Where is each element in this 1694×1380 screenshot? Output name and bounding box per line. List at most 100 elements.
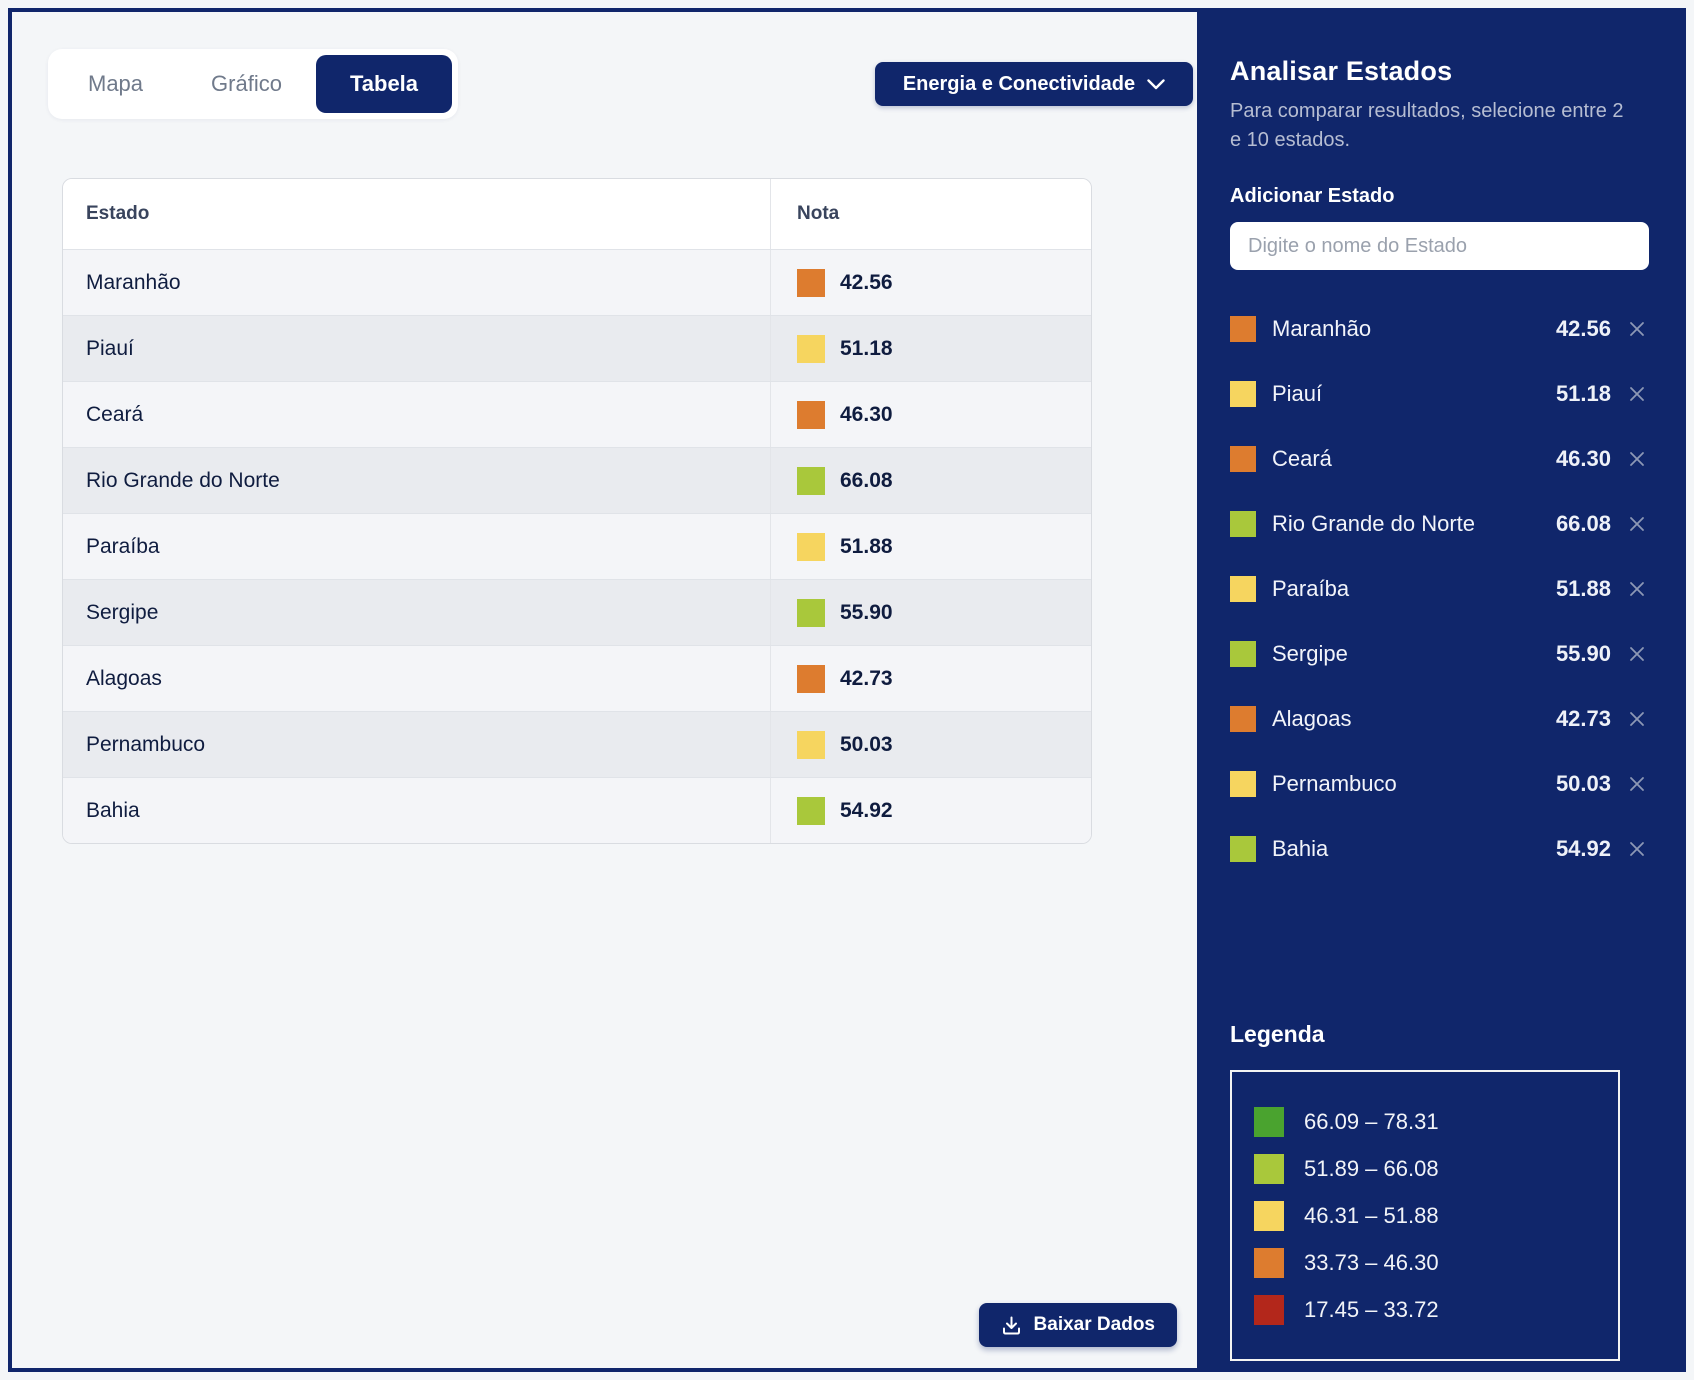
remove-state-button[interactable]	[1625, 512, 1649, 536]
nota-color-swatch	[797, 796, 825, 825]
state-name: Sergipe	[1272, 640, 1348, 666]
state-name: Alagoas	[1272, 705, 1352, 731]
remove-state-button[interactable]	[1625, 447, 1649, 471]
legend-color-swatch	[1254, 1153, 1284, 1184]
state-name: Ceará	[1272, 445, 1332, 471]
table-row: Bahia 54.92	[63, 777, 1091, 843]
indicator-dropdown[interactable]: Energia e Conectividade	[875, 62, 1193, 106]
close-icon	[1630, 776, 1644, 791]
selected-state-item: Sergipe 55.90	[1230, 621, 1649, 686]
nota-color-swatch	[797, 664, 825, 693]
nota-value: 54.92	[840, 798, 893, 822]
download-button-label: Baixar Dados	[1033, 1314, 1155, 1335]
legend-section: Legenda 66.09 – 78.31 51.89 – 66.08 46.3…	[1230, 1021, 1649, 1361]
state-value: 51.18	[1555, 380, 1611, 406]
legend-title: Legenda	[1230, 1021, 1325, 1047]
close-icon	[1630, 646, 1644, 661]
tab-mapa[interactable]: Mapa	[54, 55, 177, 113]
state-name: Piauí	[1272, 380, 1323, 406]
nota-value: 42.73	[840, 666, 893, 690]
state-value: 42.56	[1555, 315, 1611, 341]
state-name: Pernambuco	[1272, 770, 1397, 796]
view-switcher: Mapa Gráfico Tabela	[48, 49, 459, 119]
indicator-dropdown-label: Energia e Conectividade	[902, 72, 1136, 95]
nota-cell: 50.03	[770, 712, 1091, 777]
tab-grafico[interactable]: Gráfico	[177, 55, 316, 113]
legend-color-swatch	[1254, 1294, 1284, 1325]
nota-color-swatch	[797, 730, 825, 759]
nota-cell: 42.56	[770, 250, 1091, 315]
column-header-nota: Nota	[770, 179, 1091, 249]
nota-value: 51.18	[840, 336, 893, 360]
close-icon	[1630, 711, 1644, 726]
close-icon	[1630, 451, 1644, 466]
estado-cell: Alagoas	[86, 666, 162, 690]
remove-state-button[interactable]	[1625, 642, 1649, 666]
state-name: Rio Grande do Norte	[1272, 510, 1475, 536]
table-row: Piauí 51.18	[63, 315, 1091, 381]
state-color-swatch	[1230, 315, 1256, 342]
nota-value: 55.90	[840, 600, 893, 624]
remove-state-button[interactable]	[1625, 772, 1649, 796]
legend-range-label: 33.73 – 46.30	[1304, 1249, 1439, 1275]
nota-value: 46.30	[840, 402, 893, 426]
estado-cell: Pernambuco	[86, 732, 206, 756]
nota-cell: 54.92	[770, 778, 1091, 843]
state-search-input[interactable]	[1230, 222, 1649, 270]
legend-color-swatch	[1254, 1200, 1284, 1231]
estado-cell: Paraíba	[86, 534, 160, 558]
nota-cell: 66.08	[770, 448, 1091, 513]
tab-tabela[interactable]: Tabela	[315, 55, 453, 113]
estado-cell: Sergipe	[86, 600, 159, 624]
chevron-down-icon	[1147, 78, 1165, 89]
state-value: 51.88	[1555, 575, 1611, 601]
nota-color-swatch	[797, 268, 825, 297]
legend-item: 17.45 – 33.72	[1254, 1286, 1618, 1333]
remove-state-button[interactable]	[1625, 837, 1649, 861]
column-header-estado: Estado	[86, 203, 150, 224]
download-data-button[interactable]: Baixar Dados	[978, 1303, 1177, 1347]
selected-state-item: Paraíba 51.88	[1230, 556, 1649, 621]
selected-state-item: Maranhão 42.56	[1230, 296, 1649, 361]
legend-range-label: 46.31 – 51.88	[1304, 1202, 1439, 1228]
table-header-row: Estado Nota	[63, 179, 1091, 249]
add-state-label: Adicionar Estado	[1230, 185, 1395, 207]
close-icon	[1630, 581, 1644, 596]
legend-item: 33.73 – 46.30	[1254, 1239, 1618, 1286]
remove-state-button[interactable]	[1625, 577, 1649, 601]
state-value: 55.90	[1555, 640, 1611, 666]
nota-cell: 51.88	[770, 514, 1091, 579]
remove-state-button[interactable]	[1625, 707, 1649, 731]
table-body: Maranhão 42.56 Piauí 51.18 Ceará 46.30 R…	[63, 249, 1091, 843]
table-row: Alagoas 42.73	[63, 645, 1091, 711]
legend-range-label: 17.45 – 33.72	[1304, 1296, 1439, 1322]
nota-cell: 55.90	[770, 580, 1091, 645]
nota-color-swatch	[797, 532, 825, 561]
selected-state-item: Rio Grande do Norte 66.08	[1230, 491, 1649, 556]
close-icon	[1630, 516, 1644, 531]
selected-state-item: Ceará 46.30	[1230, 426, 1649, 491]
app-frame: Mapa Gráfico Tabela Energia e Conectividad…	[8, 8, 1686, 1372]
legend: 66.09 – 78.31 51.89 – 66.08 46.31 – 51.8…	[1230, 1070, 1620, 1361]
estado-cell: Bahia	[86, 798, 140, 822]
state-name: Paraíba	[1272, 575, 1350, 601]
nota-cell: 51.18	[770, 316, 1091, 381]
nota-value: 66.08	[840, 468, 893, 492]
download-icon	[1002, 1316, 1020, 1334]
state-value: 54.92	[1555, 835, 1611, 861]
remove-state-button[interactable]	[1625, 317, 1649, 341]
state-value: 66.08	[1555, 510, 1611, 536]
table-row: Rio Grande do Norte 66.08	[63, 447, 1091, 513]
state-value: 46.30	[1555, 445, 1611, 471]
legend-item: 66.09 – 78.31	[1254, 1098, 1618, 1145]
nota-color-swatch	[797, 598, 825, 627]
state-color-swatch	[1230, 575, 1256, 602]
state-name: Maranhão	[1272, 315, 1372, 341]
table-row: Paraíba 51.88	[63, 513, 1091, 579]
state-value: 42.73	[1555, 705, 1611, 731]
legend-range-label: 51.89 – 66.08	[1304, 1155, 1439, 1181]
legend-item: 51.89 – 66.08	[1254, 1145, 1618, 1192]
table-row: Pernambuco 50.03	[63, 711, 1091, 777]
remove-state-button[interactable]	[1625, 382, 1649, 406]
close-icon	[1630, 321, 1644, 336]
